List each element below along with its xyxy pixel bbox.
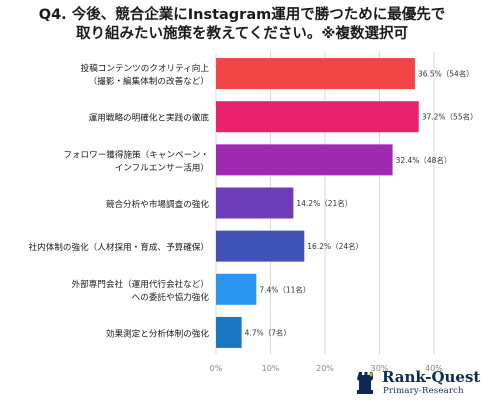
- brand-subtitle: Primary-Research: [383, 386, 464, 396]
- brand-name: Rank-Quest: [382, 368, 481, 386]
- data-label: 16.2%（24名）: [307, 241, 363, 251]
- bar: [216, 58, 415, 90]
- category-label: 効果測定と分析体制の強化: [106, 327, 210, 339]
- x-tick-label: 40%: [425, 364, 443, 373]
- category-label: 競合分析や市場調査の強化: [106, 198, 210, 210]
- x-tick-label: 20%: [316, 364, 334, 373]
- bar: [216, 101, 419, 133]
- category-label: 投稿コンテンツのクオリティ向上: [81, 62, 210, 74]
- data-label: 36.5%（54名）: [418, 69, 474, 79]
- data-label: 32.4%（48名）: [396, 155, 452, 165]
- chart-title-line-2: 取り組みたい施策を教えてください。※複数選択可: [76, 26, 408, 42]
- chart-title-line-1: Q4. 今後、競合企業にInstagram運用で勝つために最優先で: [38, 7, 446, 23]
- category-label: 外部専門会社（運用代行会社など）: [71, 278, 209, 290]
- bar: [216, 273, 257, 305]
- data-label: 14.2%（21名）: [296, 198, 352, 208]
- category-label: への委託や協力強化: [132, 291, 210, 303]
- x-tick-label: 30%: [371, 364, 389, 373]
- category-label: （撮影・編集体制の改善など）: [89, 75, 209, 87]
- x-tick-label: 10%: [262, 364, 280, 373]
- category-label: 社内体制の強化（人材採用・育成、予算確保）: [29, 241, 209, 253]
- chess-rook-icon: [357, 372, 373, 394]
- data-label: 4.7%（7名）: [245, 327, 291, 337]
- chart-title: Q4. 今後、競合企業にInstagram運用で勝つために最優先で 取り組みたい…: [0, 6, 484, 44]
- bar: [216, 230, 305, 262]
- data-label: 7.4%（11名）: [259, 284, 310, 294]
- category-label: 運用戦略の明確化と実践の徹底: [89, 112, 210, 124]
- category-label: フォロワー獲得施策（キャンペーン・: [63, 148, 209, 160]
- bar: [216, 144, 393, 176]
- brand-logo: Rank-Quest Primary-Research: [356, 368, 480, 398]
- x-tick-label: 0%: [210, 364, 223, 373]
- category-label: インフルエンサー活用）: [115, 161, 209, 173]
- bar: [216, 187, 294, 219]
- data-label: 37.2%（55名）: [422, 112, 478, 122]
- bar: [216, 316, 242, 348]
